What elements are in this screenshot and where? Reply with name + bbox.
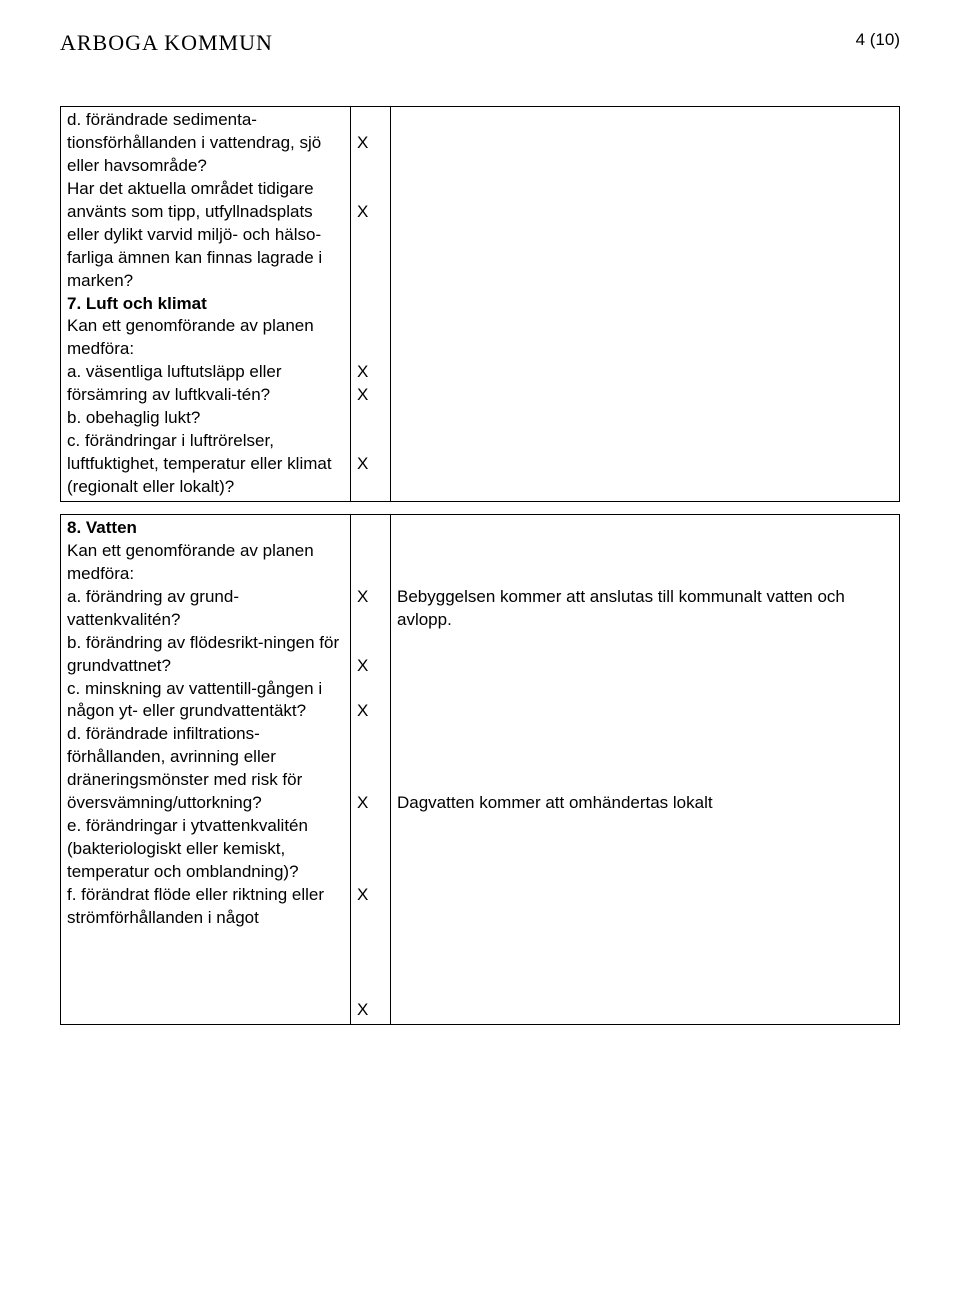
- comment-cell: Bebyggelsen kommer att anslutas till kom…: [391, 514, 900, 1024]
- section-intro: Kan ett genomförande av planen medföra:: [67, 315, 344, 361]
- mark-value: X: [357, 792, 384, 815]
- mark-value: [357, 224, 384, 247]
- comment-text: [397, 563, 893, 586]
- question-cell: d. förändrade sedimenta-tionsförhållande…: [61, 107, 351, 502]
- question-text: a. förändring av grund-vattenkvalitén?: [67, 586, 344, 632]
- mark-value: [357, 407, 384, 430]
- comment-text: [397, 517, 893, 540]
- mark-value: [357, 155, 384, 178]
- comment-text: [397, 632, 893, 655]
- mark-value: [357, 315, 384, 338]
- section-heading: 7. Luft och klimat: [67, 293, 344, 316]
- page-header: ARBOGA KOMMUN 4 (10): [60, 30, 900, 56]
- comment-text: [397, 723, 893, 746]
- mark-value: [357, 293, 384, 316]
- comment-text: Dagvatten kommer att omhändertas lokalt: [397, 792, 893, 815]
- mark-value: X: [357, 453, 384, 476]
- question-text: d. förändrade sedimenta-tionsförhållande…: [67, 109, 344, 178]
- comment-text: [397, 678, 893, 701]
- spacer: [60, 502, 900, 514]
- mark-value: [357, 953, 384, 976]
- mark-value: [357, 838, 384, 861]
- questions-table-block-1: d. förändrade sedimenta-tionsförhållande…: [60, 106, 900, 502]
- mark-value: [357, 109, 384, 132]
- question-text: c. förändringar i luftrörelser, luftfukt…: [67, 430, 344, 499]
- mark-value: [357, 678, 384, 701]
- mark-value: [357, 723, 384, 746]
- mark-cell: X X X X X X: [351, 514, 391, 1024]
- mark-value: [357, 338, 384, 361]
- question-cell: 8. Vatten Kan ett genomförande av planen…: [61, 514, 351, 1024]
- question-text: Har det aktuella området tidigare använt…: [67, 178, 344, 293]
- mark-value: [357, 746, 384, 769]
- mark-value: X: [357, 700, 384, 723]
- mark-value: [357, 976, 384, 999]
- question-text: c. minskning av vattentill-gången i någo…: [67, 678, 344, 724]
- section-heading: 8. Vatten: [67, 517, 344, 540]
- mark-value: [357, 907, 384, 930]
- mark-value: [357, 632, 384, 655]
- mark-value: X: [357, 132, 384, 155]
- mark-value: X: [357, 201, 384, 224]
- mark-value: [357, 769, 384, 792]
- mark-cell: X X X X X: [351, 107, 391, 502]
- mark-value: [357, 563, 384, 586]
- page-number: 4 (10): [856, 30, 900, 50]
- mark-value: X: [357, 655, 384, 678]
- mark-value: [357, 609, 384, 632]
- mark-value: X: [357, 384, 384, 407]
- comment-text: [397, 700, 893, 723]
- question-text: e. förändringar i ytvattenkvalitén (bakt…: [67, 815, 344, 884]
- comment-text: [397, 769, 893, 792]
- org-logo-text: ARBOGA KOMMUN: [60, 30, 273, 56]
- mark-value: X: [357, 586, 384, 609]
- page-container: ARBOGA KOMMUN 4 (10) d. förändrade sedim…: [0, 0, 960, 1045]
- comment-cell: [391, 107, 900, 502]
- mark-value: [357, 861, 384, 884]
- mark-value: [357, 270, 384, 293]
- question-text: f. förändrat flöde eller riktning eller …: [67, 884, 344, 930]
- mark-value: [357, 540, 384, 563]
- comment-text: [397, 746, 893, 769]
- mark-value: [357, 517, 384, 540]
- comment-text: [397, 655, 893, 678]
- section-intro: Kan ett genomförande av planen medföra:: [67, 540, 344, 586]
- mark-value: [357, 247, 384, 270]
- mark-value: [357, 178, 384, 201]
- question-text: b. förändring av flödesrikt-ningen för g…: [67, 632, 344, 678]
- comment-text: Bebyggelsen kommer att anslutas till kom…: [397, 586, 893, 632]
- mark-value: X: [357, 999, 384, 1022]
- mark-value: X: [357, 884, 384, 907]
- comment-text: [397, 540, 893, 563]
- mark-value: [357, 815, 384, 838]
- mark-value: [357, 430, 384, 453]
- question-text: a. väsentliga luftutsläpp eller försämri…: [67, 361, 344, 407]
- table-row: 8. Vatten Kan ett genomförande av planen…: [61, 514, 900, 1024]
- mark-value: [357, 930, 384, 953]
- questions-table-block-2: 8. Vatten Kan ett genomförande av planen…: [60, 514, 900, 1025]
- question-text: b. obehaglig lukt?: [67, 407, 344, 430]
- table-row: d. förändrade sedimenta-tionsförhållande…: [61, 107, 900, 502]
- question-text: d. förändrade infiltrations-förhållanden…: [67, 723, 344, 815]
- mark-value: X: [357, 361, 384, 384]
